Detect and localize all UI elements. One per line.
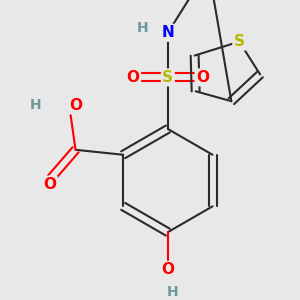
Text: O: O — [69, 98, 82, 113]
Text: S: S — [234, 34, 245, 49]
Text: N: N — [161, 25, 174, 40]
Text: H: H — [137, 21, 149, 35]
Text: O: O — [127, 70, 140, 85]
Text: H: H — [30, 98, 42, 112]
Text: O: O — [43, 177, 56, 192]
Text: S: S — [162, 70, 173, 85]
Text: O: O — [196, 70, 209, 85]
Text: H: H — [167, 285, 178, 299]
Text: O: O — [161, 262, 174, 277]
